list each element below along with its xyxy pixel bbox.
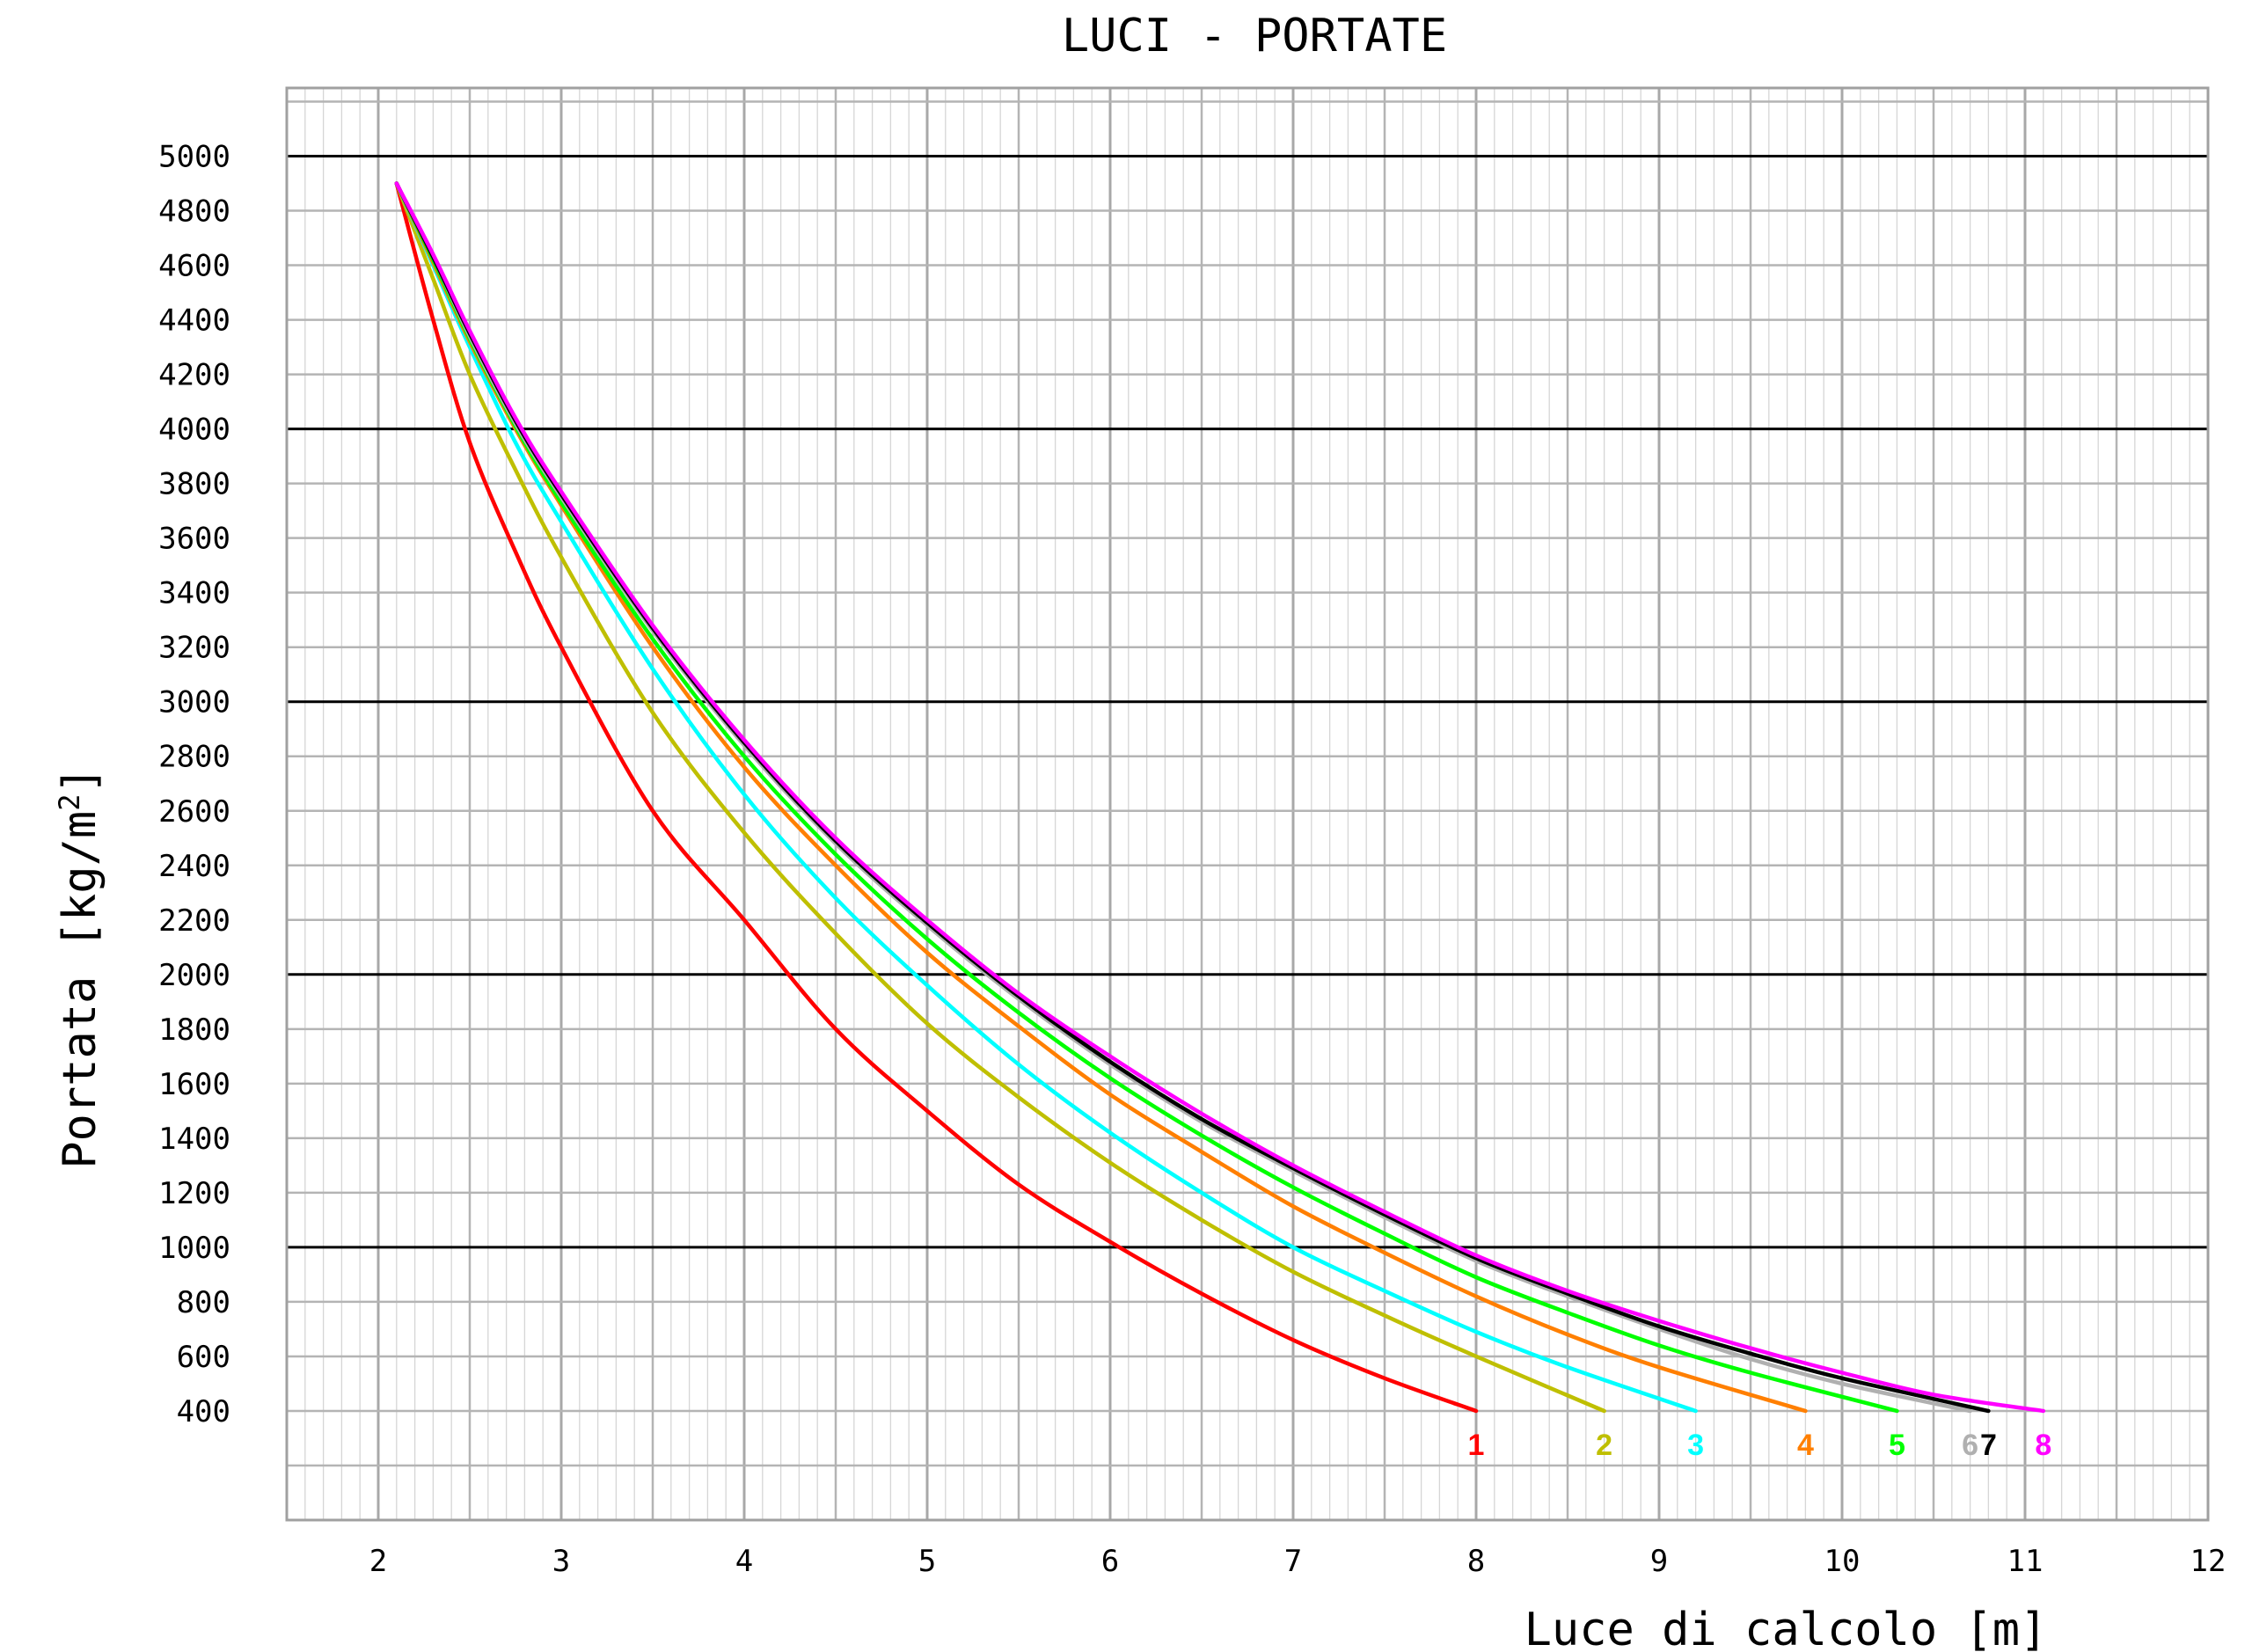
minor-grid [285, 88, 2210, 1520]
y-tick-label: 4200 [158, 358, 230, 393]
x-tick-label: 9 [1650, 1544, 1668, 1579]
series-8-label: 8 [2035, 1429, 2051, 1462]
y-tick-label: 5000 [158, 140, 230, 175]
x-tick-label: 2 [369, 1544, 387, 1579]
y-tick-label: 600 [177, 1340, 230, 1375]
y-tick-label: 2600 [158, 794, 230, 830]
y-axis-label-end: ] [54, 766, 106, 793]
series-8-line [394, 181, 2046, 1414]
y-tick-label: 1400 [158, 1122, 230, 1157]
x-tick-label: 5 [918, 1544, 936, 1579]
x-tick-label: 3 [552, 1544, 570, 1579]
y-tick-label: 1600 [158, 1067, 230, 1102]
y-tick-labels: 400 600 800 1000 1200 1400 1600 1800 2000 2200 240… [158, 140, 230, 1429]
y-tick-label: 4800 [158, 194, 230, 230]
series-2-line [394, 181, 1606, 1414]
x-tick-label: 11 [2007, 1544, 2044, 1579]
series-5-label: 5 [1889, 1429, 1905, 1462]
series-layer [394, 181, 2046, 1414]
x-axis-label: Luce di calcolo [m] [1524, 1604, 2048, 1652]
y-tick-label: 800 [177, 1285, 230, 1320]
x-tick-labels: 2 3 4 5 6 7 8 9 10 11 12 [369, 1544, 2226, 1579]
plot-frame [285, 86, 2210, 1522]
x-tick-label: 7 [1284, 1544, 1302, 1579]
y-tick-label: 1000 [158, 1231, 230, 1266]
y-tick-label: 2800 [158, 740, 230, 775]
y-axis-label-main: Portata [kg/m [54, 811, 106, 1169]
y-tick-label: 3000 [158, 685, 230, 720]
y-tick-label: 3600 [158, 522, 230, 557]
series-1-label: 1 [1468, 1429, 1485, 1462]
series-6-label: 6 [1962, 1429, 1978, 1462]
y-tick-label: 2000 [158, 958, 230, 993]
y-axis-label-superscript: 2 [53, 794, 86, 811]
series-4-label: 4 [1797, 1429, 1814, 1462]
y-tick-label: 2400 [158, 849, 230, 884]
x-tick-label: 4 [735, 1544, 753, 1579]
y-tick-label: 3800 [158, 467, 230, 502]
x-tick-label: 8 [1467, 1544, 1485, 1579]
series-2-label: 2 [1596, 1429, 1612, 1462]
x-tick-label: 6 [1101, 1544, 1119, 1579]
series-3-line [394, 181, 1698, 1414]
y-tick-label: 1200 [158, 1176, 230, 1211]
y-tick-label: 2200 [158, 903, 230, 939]
major-grid [287, 155, 2208, 1249]
y-tick-label: 4000 [158, 413, 230, 448]
y-axis-label: Portata [kg/m2] [53, 766, 106, 1169]
chart-title: LUCI - PORTATE [1062, 10, 1447, 62]
x-tick-label: 10 [1824, 1544, 1861, 1579]
y-tick-label: 3200 [158, 631, 230, 666]
y-tick-label: 1800 [158, 1012, 230, 1048]
series-7-label: 7 [1980, 1429, 1997, 1462]
y-tick-label: 3400 [158, 576, 230, 611]
x-tick-label: 12 [2190, 1544, 2226, 1579]
y-tick-label: 4400 [158, 303, 230, 339]
series-3-label: 3 [1687, 1429, 1704, 1462]
y-tick-label: 400 [177, 1394, 230, 1429]
series-1-line [394, 181, 1479, 1414]
y-tick-label: 4600 [158, 249, 230, 284]
